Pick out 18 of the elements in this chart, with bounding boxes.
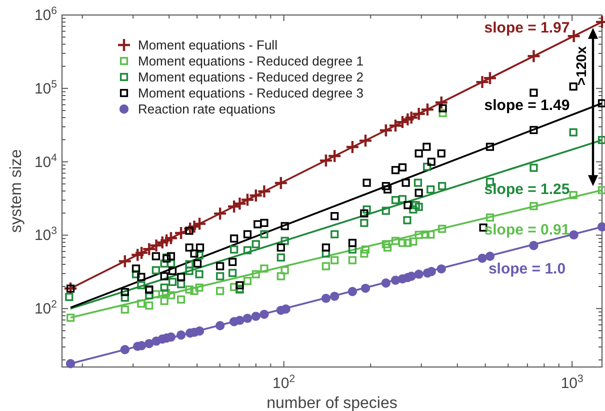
- annotation: slope = 1.25: [484, 180, 570, 198]
- legend-label: Moment equations - Reduced degree 3: [138, 86, 364, 100]
- x-axis-title: number of species: [266, 395, 398, 411]
- legend-label: Reaction rate equations: [138, 102, 276, 116]
- annotation: slope = 1.49: [484, 97, 570, 114]
- legend-label: Moment equations - Reduced degree 2: [138, 70, 364, 84]
- y-tick-label: 10$^{4}$: [34, 152, 58, 171]
- annotation: slope = 1.97: [484, 19, 570, 36]
- legend-label: Moment equations - Reduced degree 1: [138, 54, 364, 68]
- y-axis-title: system size: [8, 149, 25, 233]
- y-tick-label: 10$^{5}$: [34, 78, 58, 98]
- annotation: slope = 0.91: [484, 222, 570, 239]
- legend-label: Moment equations - Full: [138, 38, 278, 52]
- y-tick-label: 10$^{2}$: [34, 298, 58, 318]
- y-tick-label: 10$^{6}$: [34, 5, 58, 24]
- annotation: slope = 1.0: [488, 260, 566, 278]
- annotation: >120x: [573, 46, 589, 86]
- y-tick-label: 10$^{3}$: [34, 225, 58, 244]
